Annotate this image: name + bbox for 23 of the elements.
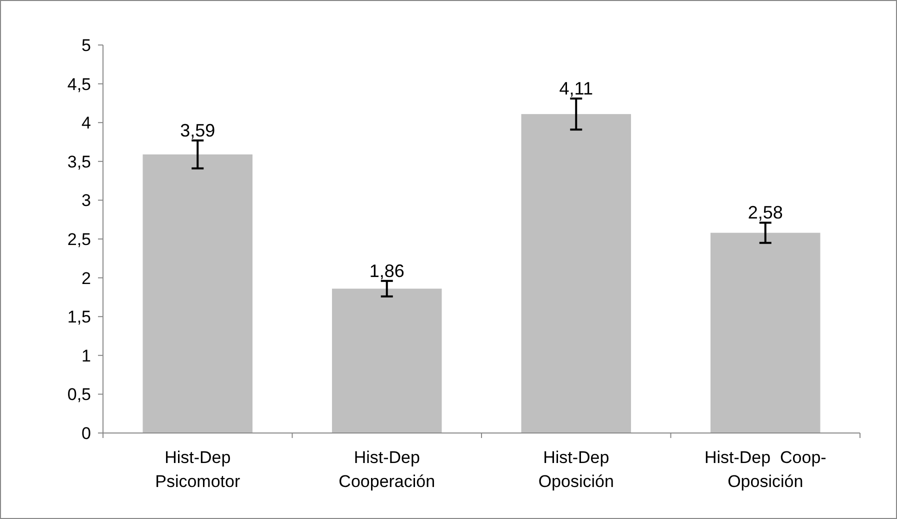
bar	[710, 232, 820, 433]
y-tick-label: 1	[82, 346, 91, 366]
x-tick-label: Hist-Dep Oposición	[538, 448, 614, 491]
y-tick-label: 4,5	[67, 74, 91, 94]
bar	[332, 288, 442, 433]
x-tick-label: Hist-Dep Psicomotor	[155, 448, 240, 491]
data-label: 4,11	[559, 78, 593, 99]
bar	[142, 154, 253, 433]
y-tick-label: 4	[82, 114, 91, 133]
data-label: 1,86	[369, 260, 404, 281]
y-tick-label: 0,5	[67, 385, 91, 404]
y-tick-label: 2,5	[67, 230, 91, 249]
y-tick-label: 3	[82, 191, 91, 210]
y-tick-label: 0	[82, 424, 91, 443]
bar	[521, 114, 632, 433]
data-label: 3,59	[180, 120, 216, 140]
y-tick-label: 5	[82, 36, 91, 55]
x-tick-label: Hist-Dep Cooperación	[338, 448, 436, 491]
y-tick-label: 1,5	[67, 308, 91, 327]
x-tick-label: Hist-Dep Coop- Oposición	[704, 448, 826, 491]
data-label: 2,58	[748, 202, 783, 223]
y-tick-label: 3,5	[67, 152, 91, 172]
y-tick-label: 2	[82, 268, 91, 288]
